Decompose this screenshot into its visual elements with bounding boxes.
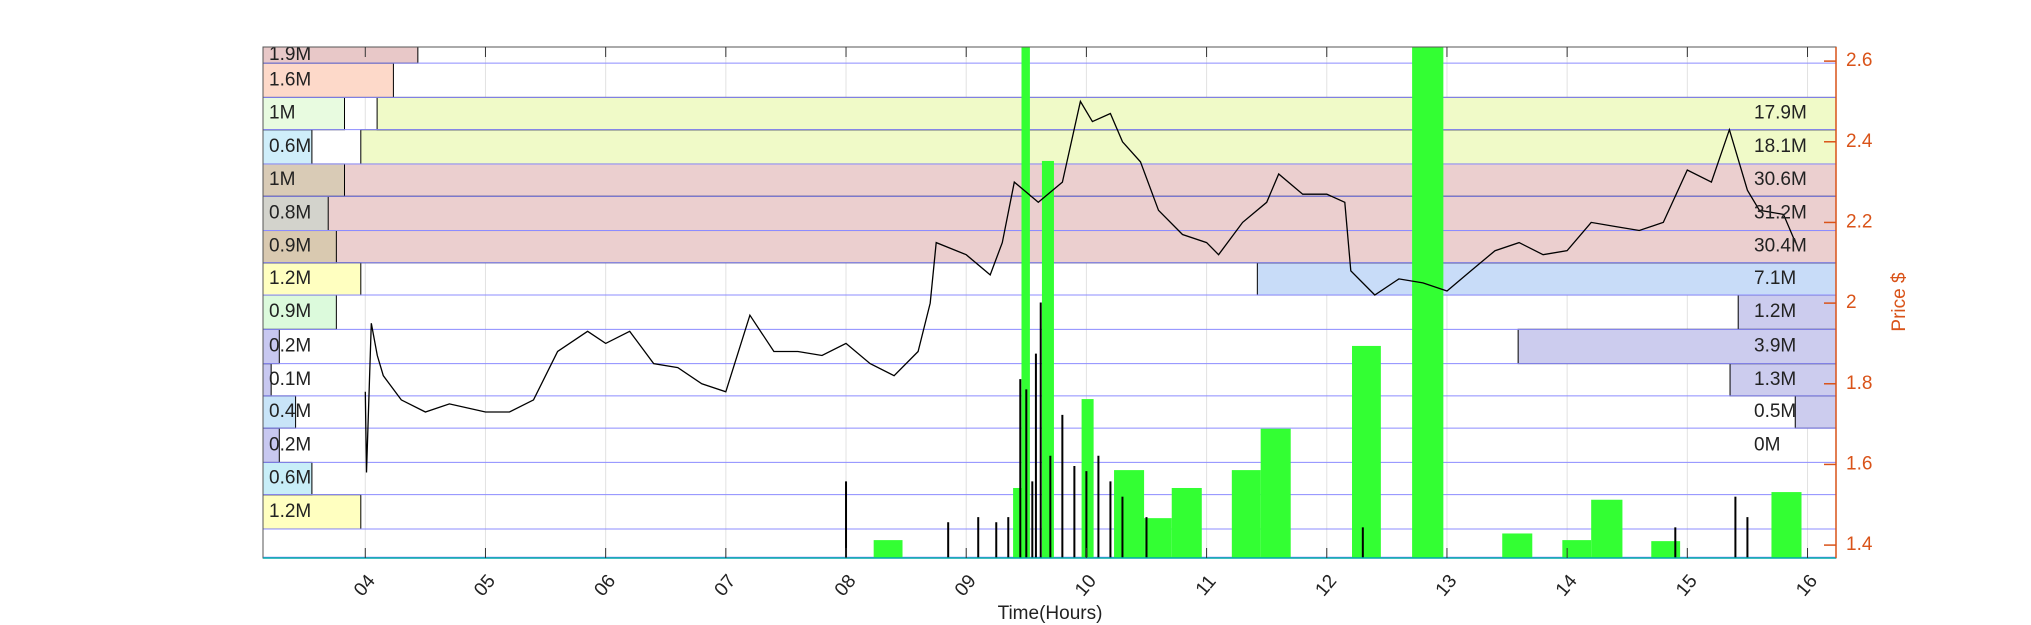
right-profile-label: 7.1M — [1754, 268, 1796, 289]
left-profile-bar — [263, 230, 337, 264]
volume-bar — [1591, 499, 1623, 558]
right-profile-bar — [376, 96, 1836, 131]
left-profile-label: 0.8M — [269, 202, 311, 223]
x-tick-label: 16 — [1792, 571, 1822, 601]
x-tick-label: 08 — [831, 571, 861, 601]
x-tick-label: 07 — [711, 571, 741, 601]
y-axis-label: Price $ — [1889, 272, 1910, 332]
y-tick-label: 2.2 — [1846, 211, 1872, 232]
price-line — [364, 99, 1797, 473]
right-profile-bar — [1517, 328, 1836, 365]
x-tick-label: 04 — [350, 571, 380, 601]
left-profile-bar — [263, 163, 346, 197]
plot-area: 1.2M 0.6M 0.2M 0.4M 0.1M 0.2M 0.9M 1.2M 0.9M 0.8M… — [263, 44, 1836, 558]
left-profile-label: 1.2M — [269, 501, 311, 522]
x-tick-label: 15 — [1672, 571, 1702, 601]
left-profile-label: 0.2M — [269, 434, 311, 455]
right-profile-bar — [1256, 262, 1836, 296]
left-profile-label: 1M — [269, 169, 295, 190]
x-tick-label: 10 — [1071, 571, 1101, 601]
x-tick-label: 05 — [470, 571, 500, 601]
volume-bar — [1041, 160, 1054, 558]
left-profile-label: 0.6M — [269, 468, 311, 489]
left-profile-label: 0.9M — [269, 301, 311, 322]
volume-bar — [873, 540, 903, 558]
x-tick-label: 14 — [1552, 571, 1582, 601]
x-tick-label: 12 — [1312, 571, 1342, 601]
y-tick-label: 1.8 — [1846, 373, 1872, 394]
left-profile-label: 1.2M — [269, 268, 311, 289]
y-tick-label: 2.6 — [1846, 50, 1872, 71]
y-tick-label: 2 — [1846, 292, 1857, 313]
left-profile-bar — [263, 262, 362, 296]
x-tick-label: 06 — [590, 571, 620, 601]
volume-bar — [1771, 492, 1802, 558]
left-profile-label: 1.6M — [269, 69, 311, 90]
right-profile-label: 1.3M — [1754, 369, 1796, 390]
right-profile-label: 17.9M — [1754, 103, 1807, 124]
x-tick-label: 11 — [1192, 571, 1221, 600]
volume-bar — [1171, 487, 1202, 558]
left-profile-bar — [263, 294, 337, 330]
right-profile-label: 30.6M — [1754, 169, 1807, 190]
volume-bar — [1114, 470, 1145, 558]
left-profile-label: 0.4M — [269, 401, 311, 422]
y-tick-label: 2.4 — [1846, 131, 1873, 152]
left-profile-bar — [263, 129, 313, 165]
x-tick-label: 09 — [951, 571, 981, 601]
left-profile-bar — [263, 195, 329, 232]
left-profile-label: 1M — [269, 103, 295, 124]
left-profile-label: 0.6M — [269, 136, 311, 157]
x-axis-label: Time(Hours) — [998, 603, 1103, 624]
right-profile-bar — [360, 129, 1836, 165]
x-tick-label: 13 — [1432, 571, 1462, 601]
volume-bar — [1013, 487, 1024, 558]
right-profile-label: 1.2M — [1754, 301, 1796, 322]
y-tick-label: 1.6 — [1846, 453, 1872, 474]
left-profile-label: 0.1M — [269, 369, 311, 390]
y-tick-label: 1.4 — [1846, 534, 1873, 555]
volume-bar — [1562, 540, 1592, 558]
volume-bar — [1352, 345, 1381, 558]
left-profile-label: 1.9M — [269, 44, 311, 65]
left-profile-bar — [263, 62, 394, 98]
right-profile-label: 0M — [1754, 434, 1780, 455]
volume-bar — [1502, 533, 1533, 558]
volume-bar — [1144, 518, 1172, 558]
right-profile-label: 31.2M — [1754, 202, 1807, 223]
right-profile-label: 0.5M — [1754, 401, 1796, 422]
volume-bar — [1021, 47, 1030, 558]
volume-bar — [1412, 47, 1444, 558]
right-profile-label: 3.9M — [1754, 335, 1796, 356]
left-profile-label: 0.2M — [269, 335, 311, 356]
right-profile-bar — [1729, 363, 1836, 397]
left-profile-bar — [263, 96, 346, 131]
right-profile-bar — [1737, 294, 1836, 330]
right-profile-label: 18.1M — [1754, 136, 1807, 157]
right-profile-label: 30.4M — [1754, 236, 1807, 257]
volume-bar — [1651, 541, 1681, 558]
right-profile-bar — [1794, 395, 1836, 429]
volume-bar — [1231, 470, 1261, 558]
volume-bar — [1260, 428, 1291, 558]
left-profile-label: 0.9M — [269, 236, 311, 257]
volume-bar — [1081, 399, 1094, 558]
left-profile-bar — [263, 494, 362, 530]
